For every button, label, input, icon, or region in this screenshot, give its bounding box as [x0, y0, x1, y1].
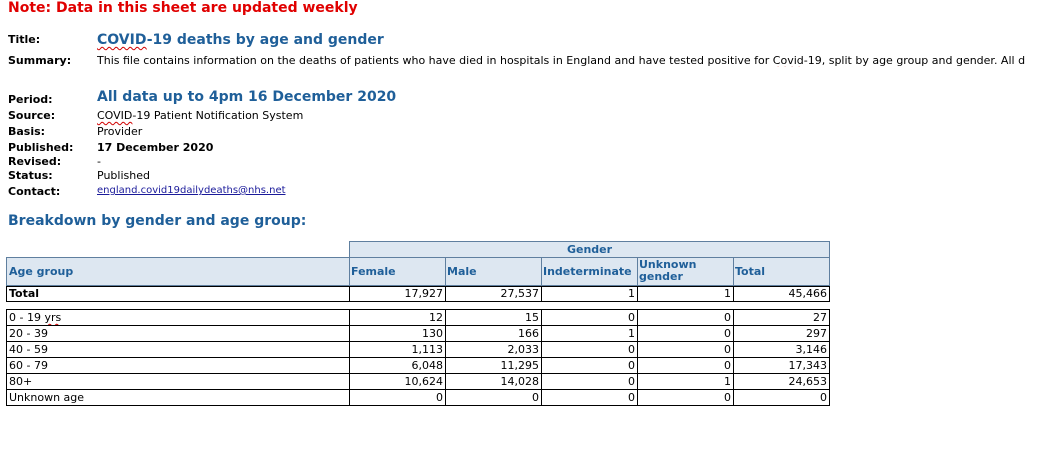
row-indeterminate: 0: [541, 389, 638, 406]
total-row-male: 27,537: [445, 286, 542, 302]
row-female: 6,048: [349, 357, 446, 374]
row-total: 17,343: [733, 357, 830, 374]
summary-part-a: This file contains information on the de…: [97, 54, 773, 67]
row-unknown: 0: [637, 325, 734, 342]
col-header-indeterminate: Indeterminate: [541, 257, 638, 286]
col-header-unknown-gender: Unknown gender: [637, 257, 734, 286]
row-male: 11,295: [445, 357, 542, 374]
row-female: 12: [349, 309, 446, 326]
row-age: 40 - 59: [6, 341, 350, 358]
title-label: Title:: [8, 33, 41, 46]
summary-label: Summary:: [8, 54, 72, 67]
row-indeterminate: 0: [541, 309, 638, 326]
row-indeterminate: 1: [541, 325, 638, 342]
source-prefix: COVID: [97, 109, 133, 122]
revised-value: -: [97, 155, 101, 168]
row-indeterminate: 0: [541, 357, 638, 374]
col-header-total: Total: [733, 257, 830, 286]
col-header-female: Female: [349, 257, 446, 286]
total-row-indeterminate: 1: [541, 286, 638, 302]
total-row-label: Total: [6, 286, 350, 302]
revised-label: Revised:: [8, 155, 62, 168]
status-value: Published: [97, 169, 150, 182]
row-male: 2,033: [445, 341, 542, 358]
title-rest: -19 deaths by age and gender: [146, 32, 384, 48]
source-label: Source:: [8, 109, 56, 122]
source-value: COVID-19 Patient Notification System: [97, 109, 303, 122]
source-rest: -19 Patient Notification System: [132, 109, 304, 122]
basis-value: Provider: [97, 125, 143, 138]
row-age: 60 - 79: [6, 357, 350, 374]
col-header-unknown-line2: gender: [639, 270, 683, 283]
summary-text: This file contains information on the de…: [97, 54, 1052, 67]
contact-email-link[interactable]: england.covid19dailydeaths@nhs.net: [97, 185, 286, 196]
row-male: 0: [445, 389, 542, 406]
row-male: 15: [445, 309, 542, 326]
summary-part-c: -19, split by age group and gender. All …: [803, 54, 1026, 67]
row-total: 24,653: [733, 373, 830, 390]
row-female: 10,624: [349, 373, 446, 390]
row-age: Unknown age: [6, 389, 350, 406]
row-unknown: 0: [637, 389, 734, 406]
row-age: 0 - 19 yrs: [6, 309, 350, 326]
row-total: 297: [733, 325, 830, 342]
section-title: Breakdown by gender and age group:: [8, 213, 307, 229]
update-note: Note: Data in this sheet are updated wee…: [8, 0, 358, 16]
row-age-b: yrs: [44, 311, 62, 324]
row-unknown: 0: [637, 309, 734, 326]
sheet-title: COVID-19 deaths by age and gender: [97, 32, 384, 48]
title-prefix: COVID: [97, 32, 147, 48]
published-label: Published:: [8, 141, 74, 154]
row-unknown: 0: [637, 341, 734, 358]
row-indeterminate: 0: [541, 373, 638, 390]
basis-label: Basis:: [8, 125, 46, 138]
row-age: 80+: [6, 373, 350, 390]
period-value: All data up to 4pm 16 December 2020: [97, 89, 397, 105]
row-total: 0: [733, 389, 830, 406]
total-row-unknown: 1: [637, 286, 734, 302]
contact-label: Contact:: [8, 185, 61, 198]
col-header-unknown-line1: Unknown: [639, 258, 697, 271]
total-row-total: 45,466: [733, 286, 830, 302]
row-female: 1,113: [349, 341, 446, 358]
row-unknown: 0: [637, 357, 734, 374]
row-age: 20 - 39: [6, 325, 350, 342]
row-male: 166: [445, 325, 542, 342]
row-total: 27: [733, 309, 830, 326]
row-age-a: 0 - 19: [9, 311, 45, 324]
row-male: 14,028: [445, 373, 542, 390]
published-value: 17 December 2020: [97, 141, 214, 154]
period-label: Period:: [8, 93, 53, 106]
row-female: 0: [349, 389, 446, 406]
row-female: 130: [349, 325, 446, 342]
col-header-age-group: Age group: [6, 257, 350, 286]
col-header-male: Male: [445, 257, 542, 286]
row-indeterminate: 0: [541, 341, 638, 358]
row-total: 3,146: [733, 341, 830, 358]
row-unknown: 1: [637, 373, 734, 390]
gender-group-header: Gender: [349, 241, 830, 258]
total-row-female: 17,927: [349, 286, 446, 302]
summary-part-b: Covid: [772, 54, 804, 67]
status-label: Status:: [8, 169, 53, 182]
